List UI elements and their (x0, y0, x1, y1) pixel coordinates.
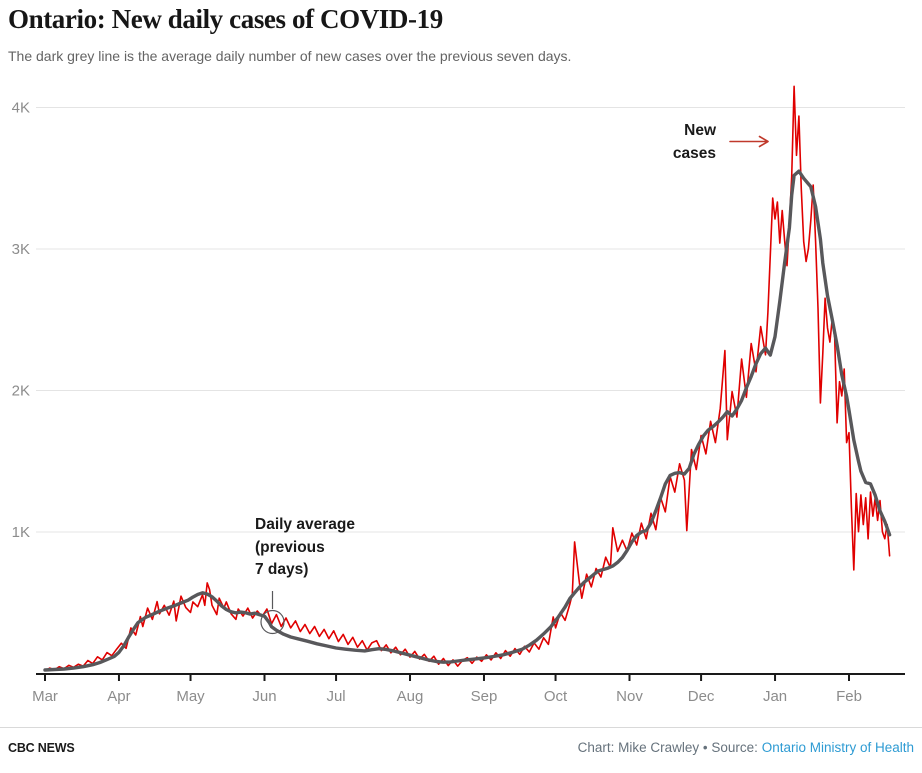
y-tick-label-2K: 2K (12, 383, 30, 400)
x-tick-label-Dec: Dec (688, 688, 715, 705)
annotation-daily-average: Daily average (previous 7 days) (255, 514, 395, 582)
footer-divider (0, 727, 922, 728)
credit-text: Chart: Mike Crawley • Source: (577, 740, 762, 755)
x-tick-label-Feb: Feb (836, 688, 862, 705)
series-daily-average-previous-7-days- (43, 169, 892, 672)
annotation-new-cases: New cases (586, 120, 716, 165)
annotation-daily-average-line3: 7 days) (255, 561, 309, 578)
x-tick-label-Jun: Jun (252, 688, 276, 705)
annotation-new-cases-line2: cases (672, 144, 716, 162)
x-tick-label-Sep: Sep (471, 688, 498, 705)
cbc-news-logo: CBC NEWS (8, 741, 75, 755)
covid-line-chart: 1K 2K 3K 4K Mar Apr May Jun Jul Aug Sep Oct Nov Dec Ja… (12, 85, 905, 705)
chart-credit: Chart: Mike Crawley • Source: Ontario Mi… (578, 740, 914, 755)
x-tick-label-Apr: Apr (107, 688, 130, 705)
x-tick-label-May: May (176, 688, 205, 705)
x-tick-label-Aug: Aug (397, 688, 424, 705)
x-tick-label-Mar: Mar (32, 688, 58, 705)
annotation-daily-average-line2: (previous (255, 538, 325, 556)
y-tick-label-1K: 1K (12, 524, 30, 541)
annotation-new-cases-line1: New (684, 122, 716, 139)
x-tick-label-Oct: Oct (544, 688, 568, 705)
page-title: Ontario: New daily cases of COVID-19 (8, 4, 443, 34)
chart-subtitle: The dark grey line is the average daily … (8, 48, 572, 64)
annotation-daily-average-line1: Daily average (255, 516, 355, 533)
x-tick-label-Jan: Jan (763, 688, 787, 705)
series-new-cases (44, 85, 891, 672)
y-tick-label-4K: 4K (12, 100, 30, 117)
y-tick-label-3K: 3K (12, 241, 30, 258)
x-tick-label-Nov: Nov (616, 688, 643, 705)
x-tick-label-Jul: Jul (326, 688, 345, 705)
source-link[interactable]: Ontario Ministry of Health (761, 740, 914, 755)
